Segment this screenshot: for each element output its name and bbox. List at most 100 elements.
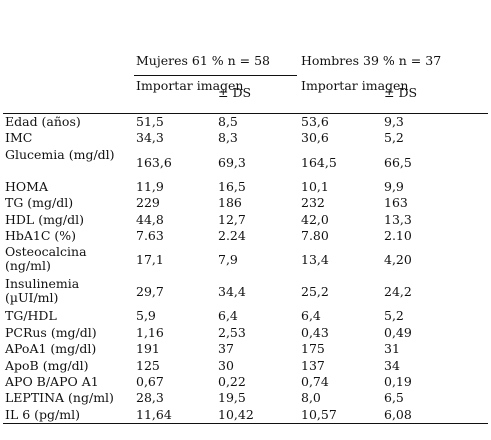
row-label: PCRus (mg/dl) [5, 324, 97, 340]
subheader-men-sd: ± DS [384, 85, 418, 100]
cell-men-sd: 5,2 [384, 308, 404, 324]
cell-women-sd: 10,42 [218, 406, 254, 422]
cell-women-mean: 28,3 [136, 390, 164, 406]
cell-men-sd: 9,3 [384, 114, 404, 129]
cell-women-sd: 12,7 [218, 211, 246, 227]
cell-men-mean: 175 [301, 341, 325, 357]
table-row: APO B/APO A1 0,67 0,22 0,74 0,19 [3, 374, 488, 390]
cell-women-mean: 17,1 [136, 252, 164, 268]
cell-women-sd: 37 [218, 341, 234, 357]
cell-men-mean: 8,0 [301, 390, 321, 406]
cell-women-sd: 16,5 [218, 178, 246, 194]
cell-men-sd: 0,49 [384, 324, 412, 340]
cell-men-mean: 0,43 [301, 324, 329, 340]
cell-men-mean: 13,4 [301, 252, 329, 268]
cell-men-sd: 163 [384, 195, 408, 211]
cell-women-mean: 11,64 [136, 406, 172, 422]
table-row: Glucemia (mg/dl) 163,6 69,3 164,5 66,5 [3, 147, 488, 179]
row-label: TG/HDL [5, 308, 57, 324]
cell-women-sd: 2.24 [218, 227, 246, 243]
cell-men-mean: 232 [301, 195, 325, 211]
cell-women-mean: 11,9 [136, 178, 164, 194]
row-label: HDL (mg/dl) [5, 211, 85, 227]
row-label: Glucemia (mg/dl) [5, 146, 115, 162]
cell-women-mean: 44,8 [136, 211, 164, 227]
cell-women-sd: 69,3 [218, 154, 246, 170]
cell-men-mean: 10,1 [301, 178, 329, 194]
cell-men-mean: 10,57 [301, 406, 337, 422]
cell-women-mean: 191 [136, 341, 160, 357]
cell-men-sd: 13,3 [384, 211, 412, 227]
table-row: HbA1C (%) 7.63 2.24 7.80 2.10 [3, 228, 488, 244]
table-row: Osteocalcina (ng/ml) 17,1 7,9 13,4 4,20 [3, 244, 488, 276]
table-row: IMC 34,3 8,3 30,6 5,2 [3, 130, 488, 146]
subheader-row: Importar imagen ± DS Importar imagen ± D… [3, 75, 488, 114]
cell-women-mean: 163,6 [136, 154, 172, 170]
cell-men-sd: 66,5 [384, 154, 412, 170]
row-label: Edad (años) [5, 114, 81, 129]
cell-men-mean: 53,6 [301, 114, 329, 129]
table-row: HDL (mg/dl) 44,8 12,7 42,0 13,3 [3, 212, 488, 228]
cell-women-sd: 6,4 [218, 308, 238, 324]
row-label: ApoB (mg/dl) [5, 357, 89, 373]
subheader-women-sd: ± DS [218, 85, 252, 100]
cell-women-sd: 30 [218, 357, 234, 373]
subheader-women-mean: Importar imagen [136, 78, 244, 93]
cell-women-sd: 7,9 [218, 252, 238, 268]
table-row: APoA1 (mg/dl) 191 37 175 31 [3, 341, 488, 357]
table-row: HOMA 11,9 16,5 10,1 9,9 [3, 179, 488, 195]
cell-men-mean: 30,6 [301, 130, 329, 146]
cell-men-sd: 2.10 [384, 227, 412, 243]
cell-women-mean: 125 [136, 357, 160, 373]
cell-women-sd: 2,53 [218, 324, 246, 340]
row-label: HbA1C (%) [5, 227, 77, 243]
cell-women-sd: 34,4 [218, 284, 246, 300]
cell-women-mean: 7.63 [136, 227, 164, 243]
cell-women-sd: 8,5 [218, 114, 238, 129]
row-label: HOMA [5, 178, 48, 194]
group-underline-women [134, 75, 297, 76]
cell-women-sd: 186 [218, 195, 242, 211]
group-header-men: Hombres 39 % n = 37 [301, 53, 442, 68]
cell-women-mean: 34,3 [136, 130, 164, 146]
cell-men-mean: 7.80 [301, 227, 329, 243]
results-table: Mujeres 61 % n = 58 Hombres 39 % n = 37 … [3, 43, 488, 425]
cell-women-sd: 19,5 [218, 390, 246, 406]
group-header-row: Mujeres 61 % n = 58 Hombres 39 % n = 37 [3, 43, 488, 76]
cell-men-sd: 6,08 [384, 406, 412, 422]
row-label: Osteocalcina (ng/ml) [5, 244, 87, 274]
row-label: Insulinemia (µUI/ml) [5, 276, 80, 306]
cell-women-mean: 0,67 [136, 373, 164, 389]
cell-women-mean: 229 [136, 195, 160, 211]
table-row: PCRus (mg/dl) 1,16 2,53 0,43 0,49 [3, 325, 488, 341]
cell-women-mean: 51,5 [136, 114, 164, 129]
cell-women-sd: 0,22 [218, 373, 246, 389]
cell-men-mean: 25,2 [301, 284, 329, 300]
cell-women-mean: 29,7 [136, 284, 164, 300]
cell-men-mean: 164,5 [301, 154, 337, 170]
cell-women-mean: 5,9 [136, 308, 156, 324]
cell-men-sd: 34 [384, 357, 400, 373]
cell-men-mean: 6,4 [301, 308, 321, 324]
cell-men-sd: 6,5 [384, 390, 404, 406]
cell-men-sd: 4,20 [384, 252, 412, 268]
row-label: LEPTINA (ng/ml) [5, 390, 114, 406]
table-row: TG/HDL 5,9 6,4 6,4 5,2 [3, 308, 488, 324]
table-row: ApoB (mg/dl) 125 30 137 34 [3, 358, 488, 374]
cell-men-sd: 9,9 [384, 178, 404, 194]
cell-men-mean: 137 [301, 357, 325, 373]
cell-men-sd: 31 [384, 341, 400, 357]
row-label: APoA1 (mg/dl) [5, 341, 97, 357]
subheader-men-mean: Importar imagen [301, 78, 409, 93]
row-label: IMC [5, 130, 33, 146]
row-label: IL 6 (pg/ml) [5, 406, 80, 422]
cell-men-sd: 24,2 [384, 284, 412, 300]
row-label: APO B/APO A1 [5, 373, 99, 389]
table-row: LEPTINA (ng/ml) 28,3 19,5 8,0 6,5 [3, 390, 488, 406]
cell-women-mean: 1,16 [136, 324, 164, 340]
cell-women-sd: 8,3 [218, 130, 238, 146]
cell-men-sd: 5,2 [384, 130, 404, 146]
table-row: TG (mg/dl) 229 186 232 163 [3, 195, 488, 211]
table-row: IL 6 (pg/ml) 11,64 10,42 10,57 6,08 [3, 406, 488, 425]
row-label: TG (mg/dl) [5, 195, 74, 211]
